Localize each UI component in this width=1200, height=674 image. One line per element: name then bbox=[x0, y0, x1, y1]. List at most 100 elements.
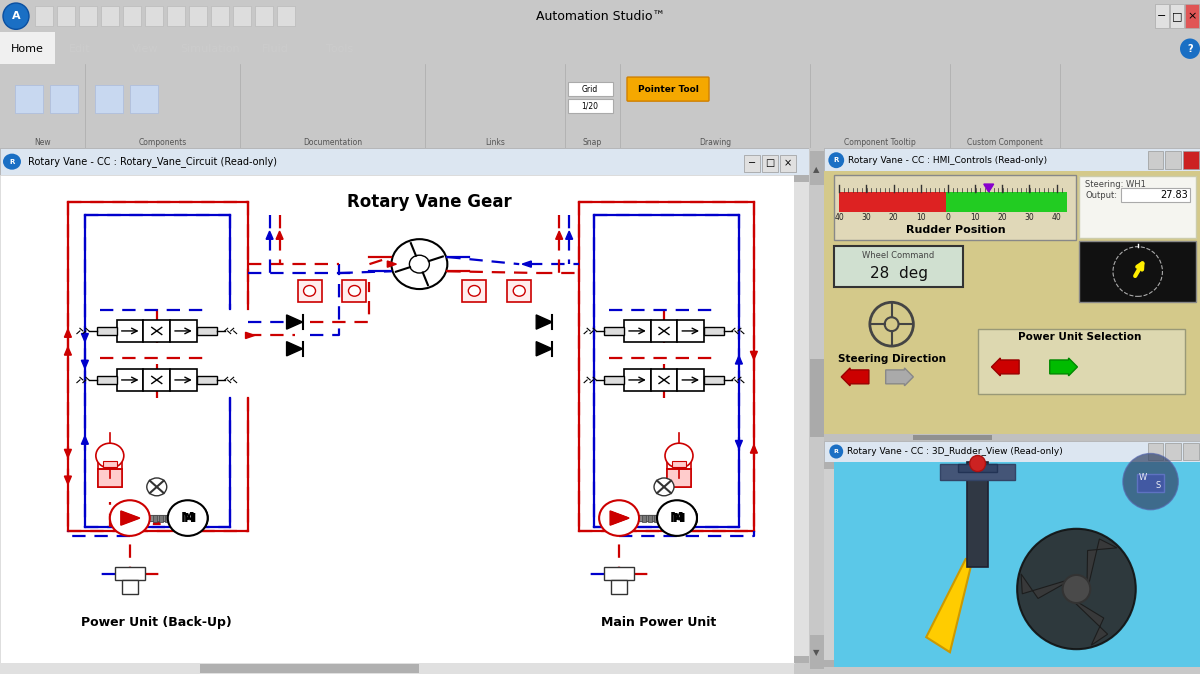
Circle shape bbox=[112, 502, 148, 534]
Bar bbox=[958, 464, 997, 472]
Polygon shape bbox=[82, 334, 89, 342]
Bar bbox=[604, 567, 634, 580]
Text: M: M bbox=[673, 512, 685, 524]
Text: 40: 40 bbox=[834, 214, 844, 222]
Text: 1/20: 1/20 bbox=[582, 102, 599, 111]
Text: 20: 20 bbox=[997, 214, 1007, 222]
Bar bbox=[654, 514, 658, 522]
Circle shape bbox=[2, 3, 29, 29]
Bar bbox=[1147, 151, 1164, 169]
Circle shape bbox=[1135, 270, 1140, 274]
Bar bbox=[58, 6, 74, 26]
Circle shape bbox=[168, 500, 208, 536]
Bar bbox=[97, 376, 116, 384]
Text: ▲: ▲ bbox=[814, 165, 820, 174]
Bar bbox=[1170, 4, 1184, 28]
Text: 30: 30 bbox=[1025, 214, 1034, 222]
Bar bbox=[197, 328, 217, 334]
Circle shape bbox=[468, 286, 480, 296]
Bar bbox=[1080, 176, 1196, 238]
Circle shape bbox=[172, 502, 208, 534]
Polygon shape bbox=[388, 261, 396, 267]
Bar bbox=[97, 328, 116, 334]
Text: 40: 40 bbox=[1052, 214, 1062, 222]
Text: Grid: Grid bbox=[582, 85, 598, 94]
Polygon shape bbox=[610, 511, 629, 525]
Bar bbox=[1147, 443, 1164, 460]
Circle shape bbox=[1018, 529, 1135, 649]
Bar bbox=[824, 148, 1200, 171]
Bar bbox=[462, 280, 486, 301]
Polygon shape bbox=[121, 511, 139, 525]
Polygon shape bbox=[82, 436, 89, 444]
Text: Edit: Edit bbox=[70, 44, 91, 54]
FancyArrow shape bbox=[1050, 358, 1078, 376]
Circle shape bbox=[599, 500, 640, 536]
Text: Output:: Output: bbox=[1085, 191, 1117, 200]
Text: R: R bbox=[834, 157, 839, 163]
Bar bbox=[98, 469, 122, 487]
Polygon shape bbox=[536, 315, 552, 329]
FancyBboxPatch shape bbox=[628, 77, 709, 101]
Bar bbox=[14, 85, 43, 113]
Polygon shape bbox=[65, 450, 71, 458]
Polygon shape bbox=[522, 261, 532, 267]
Bar bbox=[650, 320, 677, 342]
Circle shape bbox=[601, 502, 637, 534]
Bar bbox=[824, 441, 1200, 462]
Text: Rudder Position: Rudder Position bbox=[906, 224, 1006, 235]
Bar bbox=[0, 148, 809, 175]
Bar bbox=[298, 280, 322, 301]
FancyArrow shape bbox=[991, 358, 1019, 376]
Polygon shape bbox=[287, 315, 302, 329]
Circle shape bbox=[146, 478, 167, 496]
Bar bbox=[672, 461, 686, 467]
Text: M: M bbox=[184, 512, 196, 524]
Bar bbox=[642, 514, 646, 522]
Circle shape bbox=[96, 443, 124, 468]
Bar bbox=[101, 6, 119, 26]
Bar bbox=[946, 192, 1067, 212]
Bar bbox=[624, 320, 650, 342]
Polygon shape bbox=[154, 516, 161, 524]
Circle shape bbox=[828, 152, 844, 168]
Bar bbox=[967, 462, 989, 567]
Bar bbox=[978, 329, 1186, 394]
Polygon shape bbox=[122, 512, 139, 524]
Polygon shape bbox=[565, 231, 572, 239]
Bar bbox=[649, 516, 661, 521]
Bar bbox=[158, 514, 163, 522]
Text: 10: 10 bbox=[916, 214, 925, 222]
Text: □: □ bbox=[1171, 11, 1182, 21]
Bar bbox=[197, 376, 217, 384]
Bar bbox=[115, 567, 145, 580]
Bar bbox=[144, 369, 170, 391]
Circle shape bbox=[304, 286, 316, 296]
Text: Steering: WH1: Steering: WH1 bbox=[1085, 179, 1146, 189]
Text: New: New bbox=[34, 137, 50, 147]
Text: Home: Home bbox=[11, 44, 43, 54]
Bar bbox=[124, 6, 142, 26]
Text: Rotary Vane Gear: Rotary Vane Gear bbox=[347, 193, 511, 211]
Bar bbox=[98, 451, 122, 487]
Bar bbox=[624, 369, 650, 391]
Bar bbox=[1165, 443, 1181, 460]
Text: ?: ? bbox=[1187, 44, 1193, 54]
Bar bbox=[1154, 4, 1169, 28]
Polygon shape bbox=[287, 342, 302, 356]
Circle shape bbox=[409, 255, 430, 273]
Bar bbox=[95, 85, 124, 113]
Bar bbox=[35, 6, 53, 26]
Polygon shape bbox=[736, 356, 743, 364]
Polygon shape bbox=[65, 347, 71, 355]
Bar bbox=[211, 6, 229, 26]
Bar bbox=[810, 151, 823, 185]
Bar bbox=[160, 516, 172, 521]
Polygon shape bbox=[65, 476, 71, 484]
Text: −: − bbox=[1157, 11, 1166, 21]
Bar bbox=[677, 320, 704, 342]
Bar bbox=[199, 664, 419, 673]
Bar bbox=[0, 663, 794, 674]
Text: 30: 30 bbox=[862, 214, 871, 222]
Text: −: − bbox=[748, 158, 756, 168]
